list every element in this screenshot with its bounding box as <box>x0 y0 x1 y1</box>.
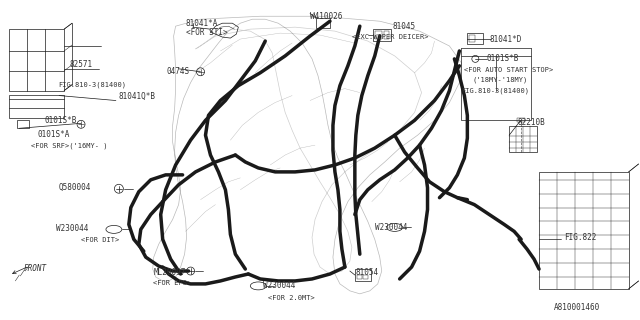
Text: 82210B: 82210B <box>517 118 545 127</box>
Bar <box>461 56 531 120</box>
Bar <box>539 172 628 289</box>
Text: FRONT: FRONT <box>23 264 47 273</box>
Text: 0474S: 0474S <box>166 67 190 76</box>
Text: W230044: W230044 <box>56 224 88 233</box>
Text: A810001460: A810001460 <box>554 303 600 312</box>
Text: 81041*D: 81041*D <box>489 35 522 44</box>
Text: FIG.822: FIG.822 <box>564 233 596 242</box>
Bar <box>469 35 476 42</box>
Text: ML20097: ML20097 <box>154 268 186 276</box>
Bar <box>363 275 368 279</box>
Text: FIG.810-3(81400): FIG.810-3(81400) <box>461 87 529 94</box>
Bar <box>355 269 371 281</box>
Bar <box>384 31 388 39</box>
Text: Q580004: Q580004 <box>58 183 90 192</box>
Bar <box>467 33 483 44</box>
Bar <box>375 31 381 39</box>
Text: W410026: W410026 <box>310 12 342 21</box>
Text: <FOR SRF>('16MY- ): <FOR SRF>('16MY- ) <box>31 143 108 149</box>
Text: ('18MY-'18MY): ('18MY-'18MY) <box>472 76 527 83</box>
Bar <box>316 18 330 28</box>
Bar <box>517 118 525 122</box>
Bar <box>10 95 64 118</box>
Text: 81041*A: 81041*A <box>186 19 218 28</box>
Text: <FOR EPS>: <FOR EPS> <box>153 280 191 286</box>
Text: W230044: W230044 <box>263 281 296 290</box>
Text: FIG.810-3(81400): FIG.810-3(81400) <box>58 81 126 88</box>
Text: <FOR AUTO START STOP>: <FOR AUTO START STOP> <box>465 67 554 73</box>
Text: <FOR DIT>: <FOR DIT> <box>81 237 119 243</box>
Bar <box>509 126 537 152</box>
Text: W230044: W230044 <box>375 223 407 232</box>
Text: <FOR 2.0MT>: <FOR 2.0MT> <box>268 295 315 301</box>
Bar <box>17 120 29 128</box>
Bar <box>357 275 362 279</box>
Text: 81045: 81045 <box>393 22 416 31</box>
Text: 0101S*B: 0101S*B <box>486 54 518 63</box>
Text: 81054: 81054 <box>356 268 379 276</box>
Text: <EXC.WIPER DEICER>: <EXC.WIPER DEICER> <box>352 34 428 40</box>
Text: 0101S*A: 0101S*A <box>37 130 70 139</box>
Bar <box>372 29 390 41</box>
Text: <FOR STI>: <FOR STI> <box>186 28 227 36</box>
Bar <box>10 29 64 91</box>
Text: 82571: 82571 <box>69 60 92 69</box>
Text: 81041Q*B: 81041Q*B <box>119 92 156 101</box>
Text: 0101S*B: 0101S*B <box>44 116 77 125</box>
